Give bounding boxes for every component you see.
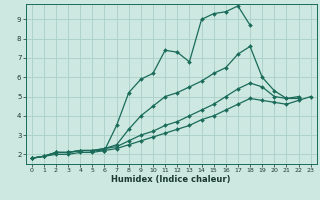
X-axis label: Humidex (Indice chaleur): Humidex (Indice chaleur): [111, 175, 231, 184]
